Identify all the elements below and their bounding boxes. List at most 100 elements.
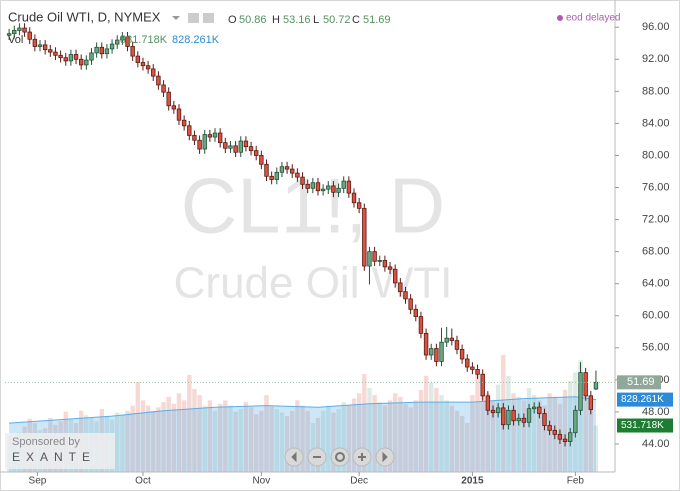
candle-body	[516, 417, 521, 422]
volume-bar	[531, 395, 537, 472]
ohlc-value: 53.16	[283, 14, 311, 26]
candle-body	[413, 308, 418, 317]
candle-body	[387, 266, 393, 270]
candle-body	[593, 381, 599, 390]
x-tick-label: Nov	[252, 476, 270, 487]
candle-body	[68, 54, 74, 62]
candle-body	[346, 180, 352, 194]
volume-bar	[511, 393, 516, 472]
ohlc-label: L	[313, 14, 319, 26]
volume-bar	[217, 403, 223, 472]
candle-body	[372, 251, 377, 262]
volume-bar	[382, 405, 388, 472]
candle-body	[351, 192, 357, 204]
right-arrow-icon	[382, 451, 388, 463]
volume-bar	[284, 416, 290, 472]
candle-body	[356, 202, 362, 209]
candle-body	[542, 413, 547, 426]
volume-bar	[197, 395, 202, 472]
y-tick-label: 72.00	[642, 213, 670, 225]
sponsor-box[interactable]	[5, 433, 115, 469]
candle-body	[403, 291, 408, 300]
volume-bar	[495, 384, 501, 472]
candle-body	[362, 207, 367, 267]
candle-body	[475, 369, 480, 375]
volume-bar	[166, 396, 171, 472]
candle-body	[156, 75, 161, 86]
volume-bar	[248, 407, 254, 472]
candle-body	[568, 432, 573, 442]
y-tick-label: 96.00	[642, 21, 670, 33]
volume-bar	[125, 410, 130, 472]
candle-body	[423, 332, 429, 356]
volume-bar	[130, 405, 135, 472]
candle-body	[578, 372, 583, 411]
x-tick-label: Dec	[350, 476, 368, 487]
candle-body	[259, 155, 264, 165]
y-tick-label: 44.00	[642, 438, 670, 450]
volume-bar	[238, 409, 243, 472]
candle-body	[547, 425, 552, 431]
candle-body	[73, 54, 79, 60]
candle-body	[166, 91, 171, 107]
settings-icon[interactable]	[188, 13, 199, 23]
candle-body	[238, 140, 243, 153]
hide-icon[interactable]	[203, 13, 214, 23]
candle-body	[248, 146, 254, 152]
volume-bar	[192, 388, 197, 472]
candle-body	[145, 65, 151, 70]
candle-body	[557, 433, 563, 440]
candle-body	[377, 260, 382, 262]
candle-body	[305, 183, 310, 189]
x-tick-label: Oct	[135, 476, 151, 487]
volume-bar	[465, 423, 470, 472]
left-arrow-icon	[291, 451, 297, 463]
candle-body	[310, 182, 316, 189]
candle-body	[243, 140, 249, 148]
candle-body	[53, 51, 58, 56]
volume-bar	[434, 388, 439, 472]
nav-icons	[291, 451, 388, 463]
candle-body	[290, 168, 295, 174]
volume-bar	[521, 400, 527, 472]
y-tick-label: 80.00	[642, 149, 670, 161]
volume-bar	[408, 407, 413, 472]
candle-body	[202, 134, 207, 150]
ohlc-label: C	[352, 14, 360, 26]
volume-bar	[568, 381, 573, 472]
volume-bar	[475, 373, 480, 472]
candle-body	[89, 52, 94, 61]
candle-body	[449, 337, 455, 341]
volume-bar	[135, 381, 141, 472]
volume-bar	[310, 423, 316, 472]
volume-bar	[212, 410, 218, 472]
candle-body	[115, 39, 120, 45]
volume-tag-label: 531.718K	[621, 420, 664, 431]
volume-ma-tag-label: 828.261K	[621, 394, 664, 405]
candle-body	[48, 49, 53, 53]
candle-body	[326, 185, 331, 190]
candle-body	[434, 348, 439, 362]
y-tick-label: 88.00	[642, 85, 670, 97]
volume-bar	[120, 415, 125, 472]
dropdown-icon[interactable]	[172, 16, 180, 20]
symbol-title: Crude Oil WTI, D, NYMEX	[8, 9, 161, 24]
candle-body	[94, 46, 99, 54]
candle-body	[161, 84, 166, 93]
candle-body	[254, 150, 259, 156]
volume-bar	[115, 412, 120, 472]
reset-button[interactable]	[330, 447, 350, 467]
volume-bar	[583, 382, 588, 472]
status-text: eod delayed	[566, 13, 621, 24]
x-tick-label: 2015	[461, 476, 484, 487]
volume-bar	[485, 393, 491, 472]
volume-bar	[331, 412, 336, 472]
candle-body	[63, 57, 68, 62]
volume-bar	[562, 389, 568, 472]
volume-bar	[176, 393, 182, 472]
candle-body	[171, 105, 177, 110]
volume-bar	[295, 400, 300, 472]
volume-bar	[593, 425, 599, 472]
volume-value: 531.718K	[120, 34, 168, 46]
candle-body	[120, 36, 125, 41]
